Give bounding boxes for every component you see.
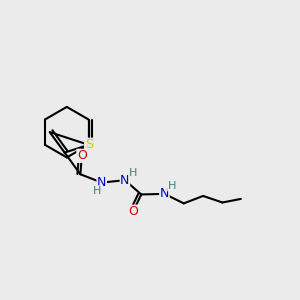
Text: N: N: [160, 188, 169, 200]
Text: H: H: [168, 181, 176, 191]
Text: S: S: [85, 138, 93, 151]
Text: N: N: [97, 176, 106, 189]
Text: H: H: [129, 168, 137, 178]
Text: O: O: [128, 205, 138, 218]
Text: N: N: [120, 174, 130, 187]
Text: O: O: [77, 149, 87, 162]
Text: H: H: [93, 186, 101, 196]
